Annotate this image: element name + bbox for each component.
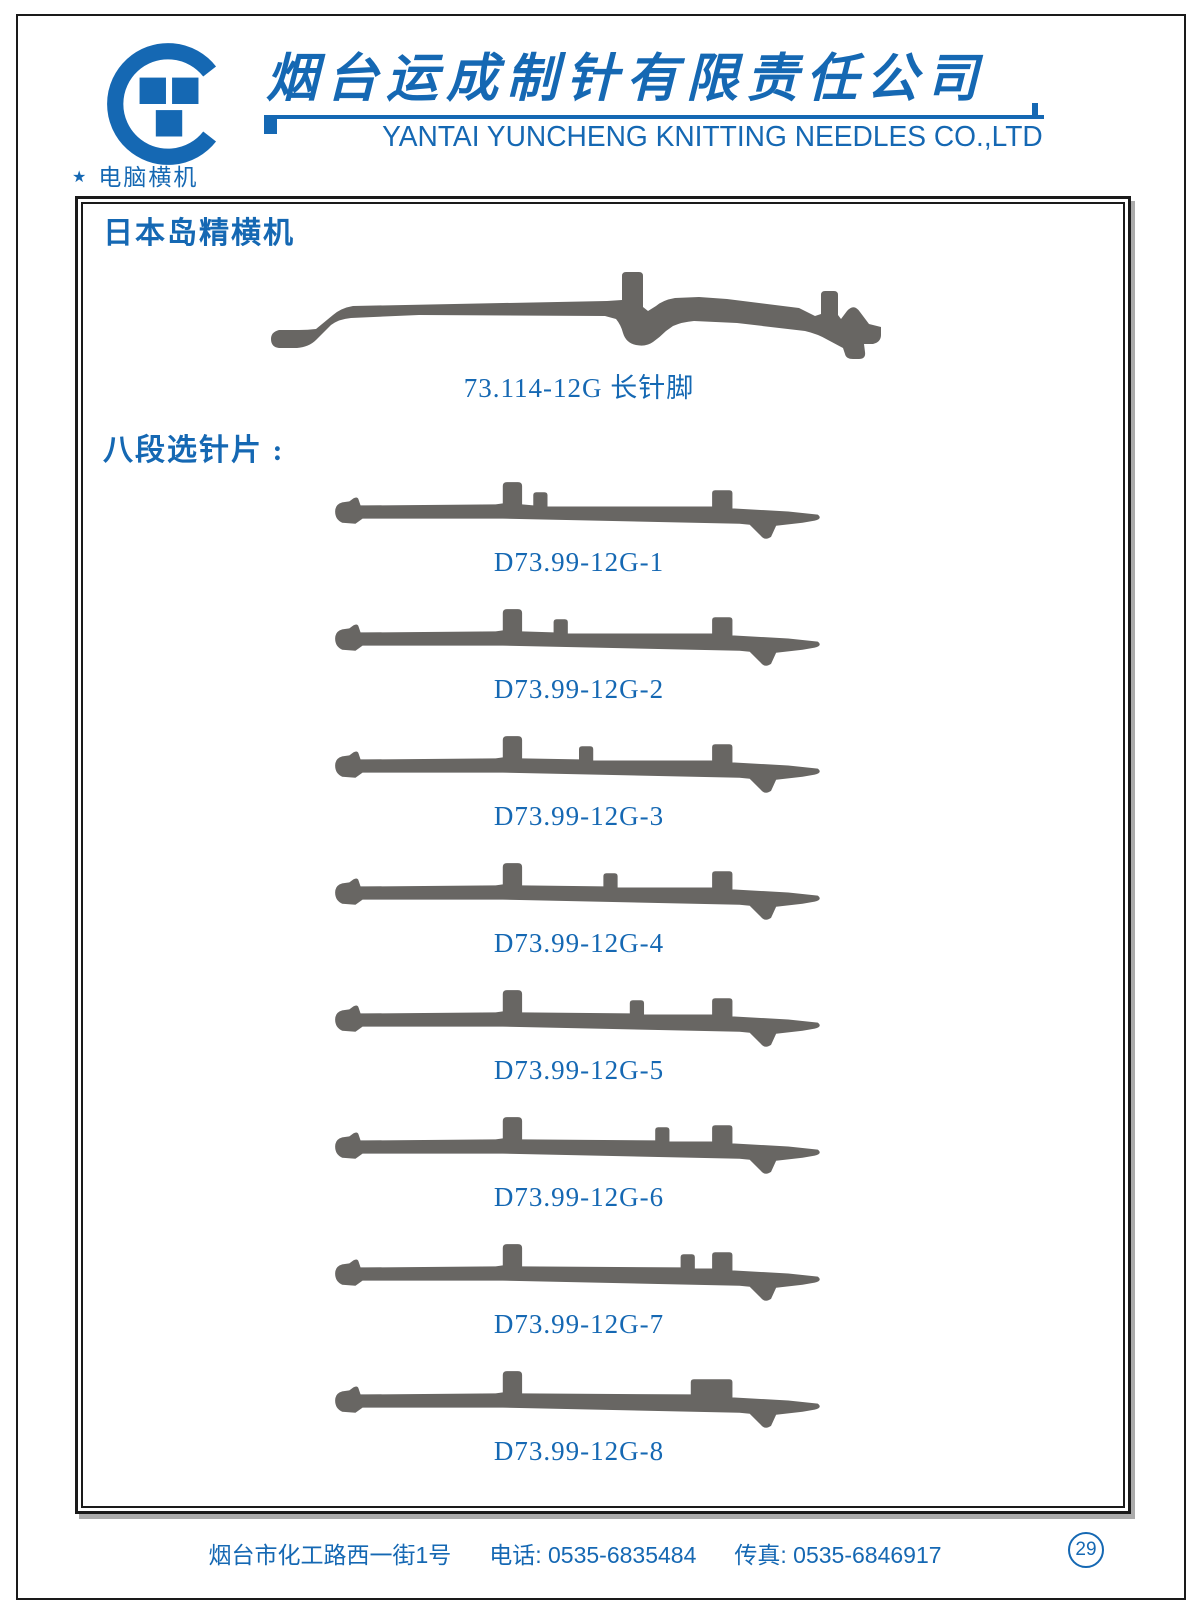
- selector-jack-row: D73.99-12G-8: [103, 1367, 1055, 1469]
- company-name-cn: 烟台运成制针有限责任公司: [266, 51, 987, 108]
- selector-jack-row: D73.99-12G-6: [103, 1113, 1055, 1215]
- category-line: ★ 电脑横机: [72, 158, 198, 192]
- selector-jack-image: [335, 1371, 820, 1428]
- machine-heading: 日本岛精横机: [103, 217, 295, 250]
- content-box-inner-border: 日本岛精横机 73.114-12G 长针脚 八段选针片 : D73.99-12G…: [81, 202, 1125, 1508]
- selector-jack-row: D73.99-12G-5: [103, 986, 1055, 1088]
- selector-jack-row: D73.99-12G-1: [103, 478, 1055, 580]
- content-box: 日本岛精横机 73.114-12G 长针脚 八段选针片 : D73.99-12G…: [75, 196, 1131, 1514]
- rule-left-square: [264, 119, 277, 134]
- footer-address: 烟台市化工路西一街1号: [208, 1542, 452, 1568]
- footer-phone-number: 0535-6835484: [548, 1542, 697, 1568]
- long-needle-label: 73.114-12G 长针脚: [463, 373, 695, 403]
- selector-jack-image: [335, 990, 820, 1047]
- long-needle-block: 73.114-12G 长针脚: [103, 269, 1055, 405]
- selector-jack-row: D73.99-12G-3: [103, 732, 1055, 834]
- footer-fax-number: 0535-6846917: [793, 1542, 942, 1568]
- selector-jack-list: D73.99-12G-1 D73.99-12G-2 D73.99-12G-3 D73.…: [103, 478, 1055, 1469]
- content-box-body: 日本岛精横机 73.114-12G 长针脚 八段选针片 : D73.99-12G…: [83, 204, 1123, 1506]
- footer-phone-label: 电话:: [489, 1542, 542, 1568]
- company-logo-icon: [107, 43, 217, 165]
- selector-jack-image: [335, 1117, 820, 1174]
- footer-contact: 烟台市化工路西一街1号 电话: 0535-6835484 传真: 0535-6846…: [75, 1536, 1075, 1570]
- selector-jack-row: D73.99-12G-2: [103, 605, 1055, 707]
- selector-jack-row: D73.99-12G-4: [103, 859, 1055, 961]
- footer-fax-label: 传真:: [734, 1542, 787, 1568]
- company-name-en: YANTAI YUNCHENG KNITTING NEEDLES CO.,LTD: [382, 121, 1043, 153]
- category-label: 电脑横机: [98, 164, 199, 190]
- selector-jack-label: D73.99-12G-3: [493, 801, 665, 831]
- title-rule: [264, 103, 1044, 134]
- selector-jack-image: [335, 1244, 820, 1301]
- selector-jack-image: [335, 863, 820, 920]
- selector-jack-label: D73.99-12G-5: [493, 1055, 665, 1085]
- page-border: [16, 14, 1186, 1600]
- rule-right-tick: [1032, 103, 1038, 115]
- selector-jack-label: D73.99-12G-7: [493, 1309, 665, 1339]
- selector-jack-label: D73.99-12G-6: [493, 1182, 665, 1212]
- star-icon: ★: [72, 169, 87, 186]
- selector-jack-image: [335, 609, 820, 666]
- selector-jack-label: D73.99-12G-8: [493, 1436, 665, 1466]
- section-heading: 八段选针片 :: [103, 434, 285, 467]
- page-number-badge: 29: [1068, 1532, 1104, 1568]
- footer-phone: 电话: 0535-6835484: [489, 1542, 696, 1568]
- selector-jack-row: D73.99-12G-7: [103, 1240, 1055, 1342]
- selector-jack-label: D73.99-12G-4: [493, 928, 665, 958]
- page-number: 29: [1075, 1539, 1097, 1560]
- selector-jack-label: D73.99-12G-1: [493, 547, 665, 577]
- footer-fax: 传真: 0535-6846917: [734, 1542, 941, 1568]
- selector-jack-label: D73.99-12G-2: [493, 674, 665, 704]
- selector-jack-image: [335, 482, 820, 539]
- long-needle-image: [271, 272, 881, 359]
- selector-jack-image: [335, 736, 820, 793]
